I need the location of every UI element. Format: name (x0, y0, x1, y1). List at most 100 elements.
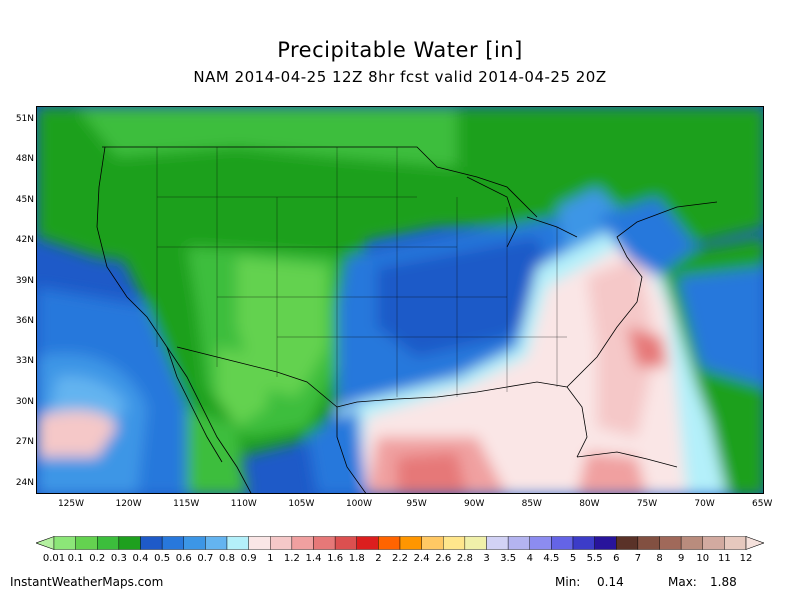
lon-label: 70W (694, 499, 715, 509)
colorbar-tick-label: 9 (677, 553, 685, 564)
colorbar-swatch (616, 536, 639, 550)
colorbar-over-arrow (745, 536, 765, 550)
colorbar-tick-label: 4 (526, 553, 533, 564)
colorbar-swatch (594, 536, 617, 550)
colorbar-tick-label: 2.4 (413, 553, 430, 564)
colorbar-swatch (75, 536, 98, 550)
lon-label: 75W (636, 499, 658, 509)
lon-label: 110W (230, 499, 257, 509)
colorbar-svg (35, 536, 765, 550)
colorbar-swatch (161, 536, 184, 550)
colorbar-swatch (464, 536, 487, 550)
lat-label: 36N (15, 316, 34, 326)
colorbar-swatch (53, 536, 76, 550)
colorbar-tick-label: 12 (739, 553, 753, 564)
colorbar-swatch (140, 536, 163, 550)
pw-fields (37, 107, 763, 493)
lon-label: 100W (345, 499, 373, 509)
colorbar-swatch (226, 536, 249, 550)
colorbar-tick-label: 1.8 (348, 553, 365, 564)
colorbar-tick-label: 3.5 (500, 553, 517, 564)
colorbar-tick-label: 0.4 (132, 553, 149, 564)
lat-label: 45N (15, 194, 34, 205)
colorbar-swatch (334, 536, 357, 550)
colorbar-tick-label: 1.6 (327, 553, 344, 564)
colorbar-tick-label: 0.8 (219, 553, 235, 564)
colorbar-swatch (291, 536, 314, 550)
colorbar-tick-label: 0.01 (42, 553, 66, 564)
colorbar-tick-label: 0.2 (89, 553, 106, 564)
colorbar-tick-label: 5 (569, 553, 577, 564)
colorbar-tick-label: 8 (656, 553, 663, 564)
lon-label: 90W (464, 499, 485, 509)
colorbar-swatch (637, 536, 660, 550)
east-coast (566, 201, 718, 388)
colorbar (35, 535, 765, 550)
cuba (576, 451, 678, 468)
colorbar-swatch (551, 536, 574, 550)
min-label: Min: (555, 575, 581, 589)
colorbar-tick-label: 0.7 (197, 553, 214, 564)
lat-label: 48N (15, 154, 34, 165)
lat-label: 39N (15, 275, 34, 286)
us-canada-border (102, 146, 538, 218)
lon-label: 115W (173, 499, 200, 509)
colorbar-tick-label: 1.2 (283, 553, 300, 564)
lon-label: 125W (57, 499, 85, 509)
lat-label: 51N (15, 114, 34, 124)
min-value: 0.14 (597, 575, 624, 589)
colorbar-swatch (399, 536, 422, 550)
colorbar-swatch (421, 536, 444, 550)
colorbar-tick-label: 3 (483, 553, 490, 564)
colorbar-tick-label: 10 (696, 553, 710, 564)
site-credit: InstantWeatherMaps.com (10, 575, 164, 589)
colorbar-swatch (248, 536, 271, 550)
colorbar-swatch (183, 536, 206, 550)
colorbar-tick-label: 5.5 (586, 553, 603, 564)
lat-label: 27N (15, 437, 34, 448)
colorbar-swatch (97, 536, 120, 550)
colorbar-swatch (313, 536, 336, 550)
colorbar-swatch (702, 536, 725, 550)
colorbar-swatch (378, 536, 401, 550)
lon-label: 80W (579, 499, 600, 509)
lat-label: 33N (15, 356, 34, 367)
colorbar-tick-label: 1 (267, 553, 274, 564)
colorbar-tick-label: 7 (634, 553, 642, 564)
colorbar-tick-label: 11 (718, 553, 731, 564)
map-subtitle: NAM 2014-04-25 12Z 8hr fcst valid 2014-0… (193, 68, 607, 86)
lat-label: 42N (15, 235, 34, 246)
lon-label: 85W (521, 499, 542, 509)
mexico-east-coast (336, 407, 367, 493)
state-borders (156, 147, 567, 407)
colorbar-tick-label: 2 (375, 553, 382, 564)
precipitable-water-map (36, 106, 764, 494)
colorbar-tick-label: 6 (613, 553, 620, 564)
lon-label: 105W (288, 499, 315, 509)
lat-label: 30N (15, 396, 34, 407)
colorbar-swatch (205, 536, 228, 550)
colorbar-swatch (724, 536, 747, 550)
colorbar-tick-label: 2.8 (456, 553, 473, 564)
colorbar-tick-label: 0.5 (154, 553, 171, 564)
colorbar-swatch (659, 536, 682, 550)
colorbar-swatch (270, 536, 293, 550)
colorbar-tick-label: 0.3 (110, 553, 127, 564)
lon-label: 65W (752, 499, 773, 509)
lon-label: 95W (406, 499, 427, 509)
colorbar-tick-label: 0.9 (240, 553, 257, 564)
colorbar-swatch (356, 536, 379, 550)
lat-label: 24N (15, 477, 34, 488)
colorbar-tick-label: 2.2 (392, 553, 408, 564)
colorbar-under-arrow (35, 536, 55, 550)
colorbar-swatch (572, 536, 595, 550)
colorbar-swatch (680, 536, 703, 550)
colorbar-swatch (486, 536, 509, 550)
colorbar-swatch (529, 536, 552, 550)
map-title: Precipitable Water [in] (277, 38, 523, 62)
colorbar-tick-label: 0.6 (175, 553, 192, 564)
map-canvas (37, 107, 763, 493)
max-label: Max: (668, 575, 697, 589)
baja-peninsula (166, 346, 223, 463)
colorbar-swatch (118, 536, 141, 550)
